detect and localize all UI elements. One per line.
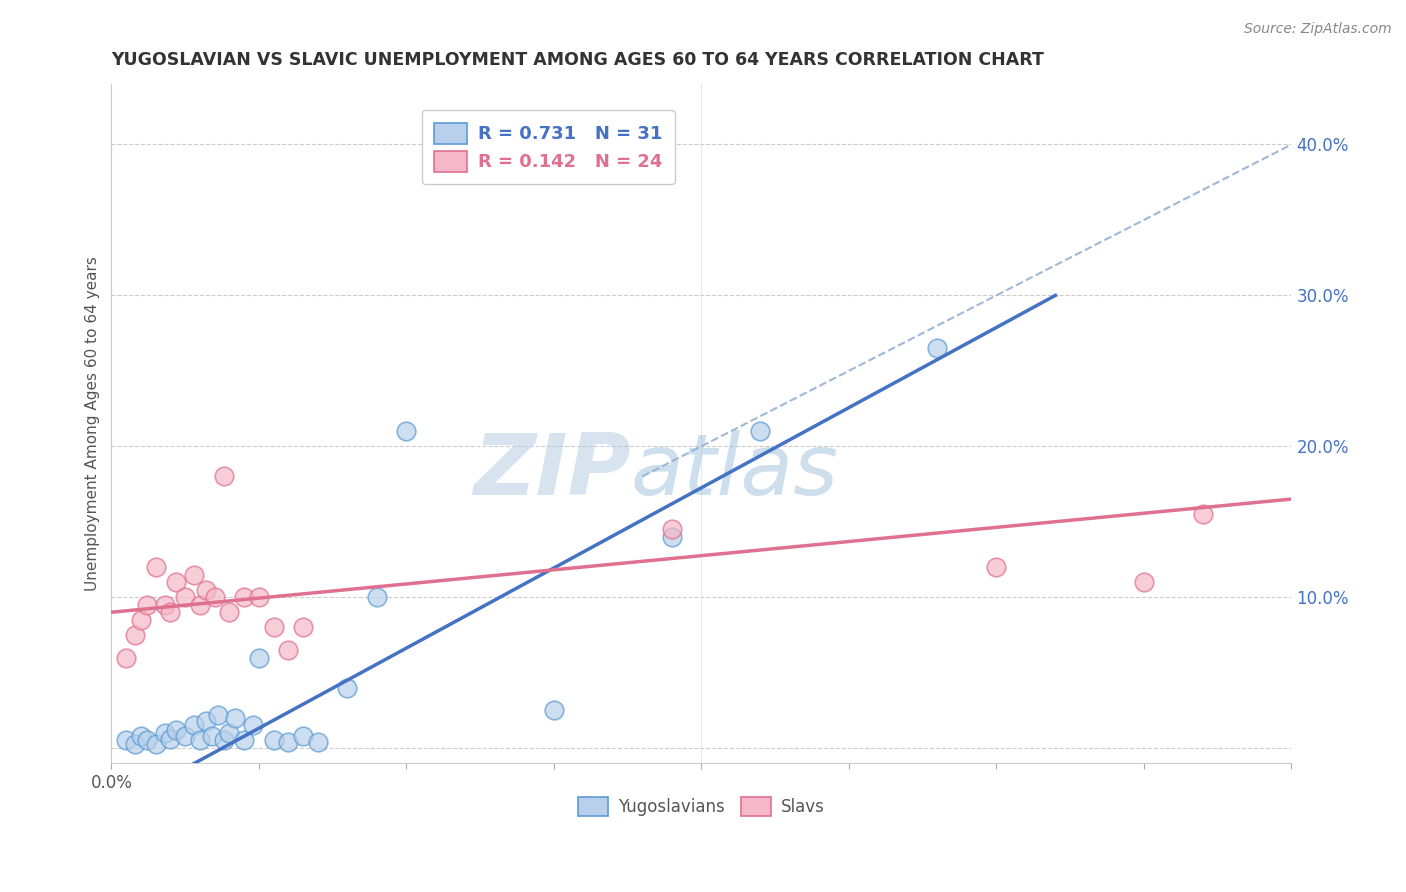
Point bbox=[307, 735, 329, 749]
Point bbox=[247, 650, 270, 665]
Point bbox=[543, 703, 565, 717]
Point bbox=[218, 605, 240, 619]
Point bbox=[395, 424, 418, 438]
Point bbox=[242, 718, 264, 732]
Point bbox=[233, 590, 256, 604]
Point bbox=[749, 424, 772, 438]
Point bbox=[292, 729, 315, 743]
Point bbox=[194, 582, 217, 597]
Point bbox=[277, 735, 299, 749]
Point bbox=[129, 613, 152, 627]
Point bbox=[153, 598, 176, 612]
Point bbox=[201, 729, 224, 743]
Point bbox=[159, 605, 181, 619]
Point bbox=[188, 733, 211, 747]
Text: ZIP: ZIP bbox=[472, 430, 631, 513]
Point bbox=[277, 643, 299, 657]
Point bbox=[135, 598, 157, 612]
Point bbox=[366, 590, 388, 604]
Text: YUGOSLAVIAN VS SLAVIC UNEMPLOYMENT AMONG AGES 60 TO 64 YEARS CORRELATION CHART: YUGOSLAVIAN VS SLAVIC UNEMPLOYMENT AMONG… bbox=[111, 51, 1045, 69]
Point bbox=[212, 469, 235, 483]
Point bbox=[188, 598, 211, 612]
Point bbox=[212, 733, 235, 747]
Point bbox=[218, 726, 240, 740]
Text: Source: ZipAtlas.com: Source: ZipAtlas.com bbox=[1244, 22, 1392, 37]
Point bbox=[145, 737, 167, 751]
Point bbox=[292, 620, 315, 634]
Point bbox=[204, 590, 226, 604]
Point bbox=[174, 729, 197, 743]
Point bbox=[1133, 575, 1156, 590]
Text: atlas: atlas bbox=[631, 430, 838, 513]
Point bbox=[661, 530, 683, 544]
Point bbox=[183, 718, 205, 732]
Point bbox=[165, 575, 187, 590]
Point bbox=[129, 729, 152, 743]
Legend: Yugoslavians, Slavs: Yugoslavians, Slavs bbox=[571, 790, 832, 822]
Point bbox=[336, 681, 359, 695]
Point bbox=[661, 522, 683, 536]
Point bbox=[135, 733, 157, 747]
Point bbox=[233, 733, 256, 747]
Point bbox=[165, 723, 187, 737]
Point bbox=[194, 714, 217, 728]
Point bbox=[1192, 507, 1215, 521]
Point bbox=[247, 590, 270, 604]
Point bbox=[224, 711, 246, 725]
Point bbox=[115, 733, 138, 747]
Point bbox=[124, 628, 146, 642]
Point bbox=[115, 650, 138, 665]
Point bbox=[986, 560, 1008, 574]
Y-axis label: Unemployment Among Ages 60 to 64 years: Unemployment Among Ages 60 to 64 years bbox=[86, 256, 100, 591]
Point bbox=[174, 590, 197, 604]
Point bbox=[263, 620, 285, 634]
Point bbox=[183, 567, 205, 582]
Point bbox=[145, 560, 167, 574]
Point bbox=[263, 733, 285, 747]
Point bbox=[153, 726, 176, 740]
Point bbox=[124, 737, 146, 751]
Point bbox=[207, 707, 229, 722]
Point bbox=[159, 731, 181, 746]
Point bbox=[927, 341, 949, 355]
